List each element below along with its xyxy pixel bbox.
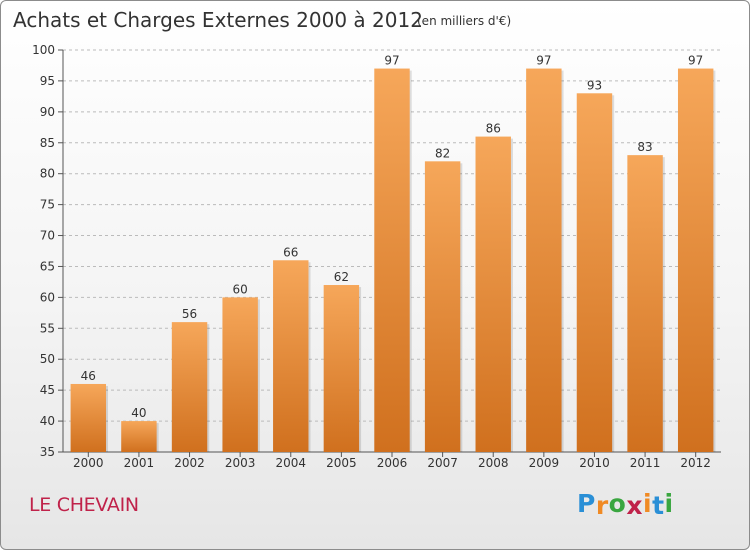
y-tick-label: 75 (40, 198, 55, 212)
bar (627, 155, 663, 452)
y-tick-label: 35 (40, 445, 55, 459)
bar-value-label: 82 (435, 146, 450, 160)
bar-value-label: 46 (81, 369, 96, 383)
x-tick-label: 2007 (427, 456, 458, 470)
axis-layer: 35 40 45 50 55 60 65 70 75 80 85 90 95 100 2000 2001 200… (32, 43, 721, 470)
y-tick-label: 45 (40, 383, 55, 397)
bar (424, 161, 461, 453)
logo-letter: i (664, 489, 674, 518)
logo-letter: o (608, 489, 627, 518)
y-tick-label: 60 (40, 290, 55, 304)
y-tick-label: 50 (40, 352, 55, 366)
x-tick-label: 2010 (579, 456, 610, 470)
bar (374, 68, 410, 453)
bar-value-label: 97 (688, 54, 703, 68)
logo-letter: P (577, 489, 596, 518)
bar (323, 285, 360, 452)
bar-value-label: 93 (587, 78, 602, 92)
y-tick-label: 85 (40, 136, 55, 150)
bar-value-label: 83 (637, 140, 652, 154)
x-tick-label: 2003 (225, 456, 256, 470)
bar-value-label: 56 (182, 307, 197, 321)
bar (526, 68, 562, 453)
x-tick-label: 2011 (630, 456, 661, 470)
x-tick-label: 2008 (478, 456, 509, 470)
bar (121, 421, 157, 452)
commune-name: LE CHEVAIN (29, 494, 139, 516)
x-tick-label: 2012 (680, 456, 711, 470)
bar-value-label: 97 (536, 54, 551, 68)
logo-letter: r (595, 491, 609, 520)
bar (222, 297, 258, 452)
x-tick-label: 2002 (174, 456, 205, 470)
y-tick-label: 95 (40, 74, 55, 88)
bar-layer: 46 40 56 60 66 62 97 82 86 97 93 83 97 (70, 54, 716, 453)
bar-value-label: 40 (131, 406, 146, 420)
x-tick-label: 2001 (124, 456, 155, 470)
bar (70, 383, 107, 452)
bar (576, 93, 613, 453)
bar (273, 260, 309, 452)
x-tick-label: 2009 (529, 456, 560, 470)
bar (677, 68, 714, 453)
logo-letter: x (626, 491, 643, 520)
x-tick-label: 2004 (275, 456, 306, 470)
y-tick-label: 80 (40, 167, 55, 181)
bar-value-label: 60 (233, 282, 248, 296)
x-tick-label: 2000 (73, 456, 104, 470)
chart-title: Achats et Charges Externes 2000 à 2012 (13, 8, 423, 32)
y-tick-label: 70 (40, 229, 55, 243)
bar (171, 322, 208, 452)
y-tick-label: 65 (40, 259, 55, 273)
logo-letter: i (643, 489, 653, 518)
bar-value-label: 66 (283, 245, 298, 259)
x-tick-label: 2005 (326, 456, 357, 470)
logo-letter: t (652, 491, 665, 520)
bar-value-label: 86 (486, 122, 501, 136)
y-tick-label: 40 (40, 414, 55, 428)
bar (475, 136, 511, 453)
bar-value-label: 97 (384, 54, 399, 68)
y-tick-label: 55 (40, 321, 55, 335)
bar-value-label: 62 (334, 270, 349, 284)
x-tick-label: 2006 (377, 456, 408, 470)
y-tick-label: 100 (32, 43, 55, 57)
y-tick-label: 90 (40, 105, 55, 119)
proxiti-logo: Proxiti (577, 489, 674, 520)
chart-subtitle: (en milliers d'€) (417, 14, 511, 28)
